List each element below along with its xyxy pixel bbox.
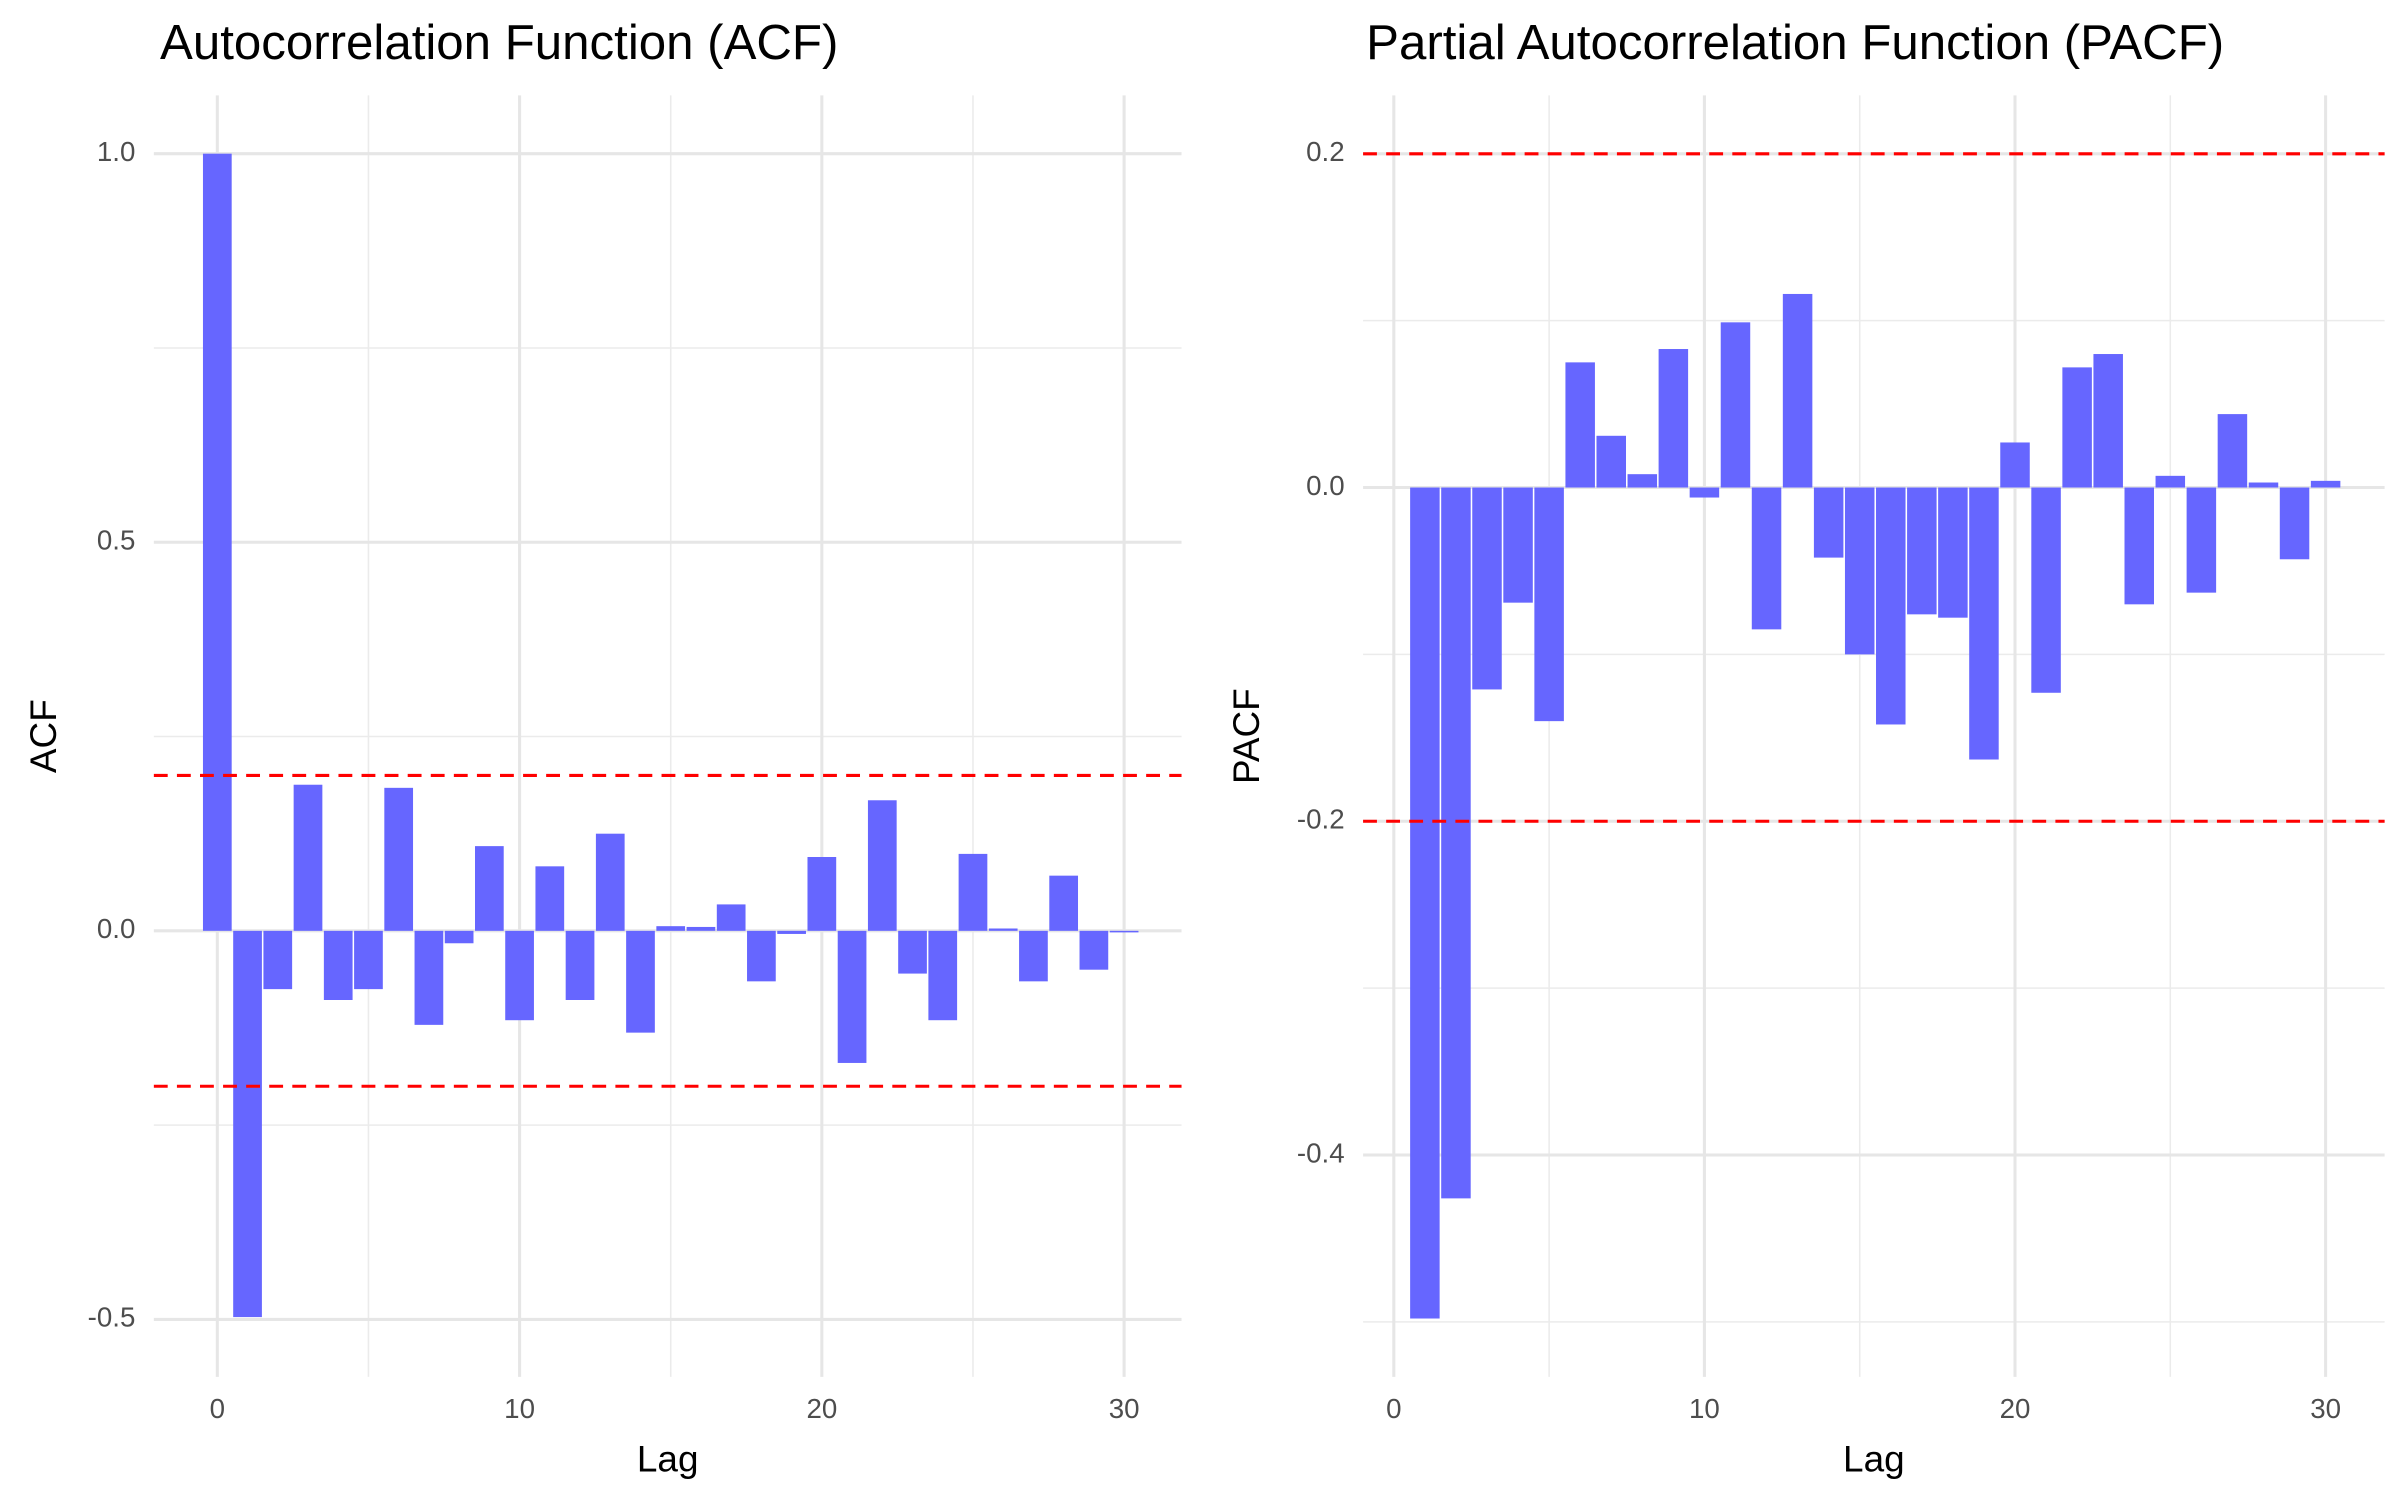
x-tick-label: 20 — [2000, 1393, 2031, 1424]
x-tick-label: 30 — [2310, 1393, 2341, 1424]
y-tick-label: -0.2 — [1297, 804, 1345, 835]
bar — [1844, 487, 1875, 655]
bar — [384, 787, 414, 931]
bar — [444, 930, 474, 944]
bar — [1441, 487, 1471, 1199]
bar — [1720, 322, 1751, 488]
bar — [2000, 442, 2030, 488]
bar — [263, 930, 293, 990]
bar — [1658, 349, 1689, 488]
bar — [2124, 487, 2155, 605]
bar — [2279, 487, 2310, 560]
bar — [716, 904, 746, 931]
bar — [2248, 482, 2279, 488]
x-tick-label: 30 — [1109, 1393, 1140, 1424]
bar — [354, 930, 383, 990]
x-tick-label: 10 — [1689, 1393, 1720, 1424]
bar — [1565, 362, 1595, 488]
bar — [777, 930, 806, 934]
bar — [1907, 487, 1937, 615]
bar — [686, 926, 716, 931]
bar — [475, 846, 504, 931]
bar — [535, 866, 565, 931]
bar — [656, 926, 686, 931]
bar — [807, 857, 837, 931]
bar — [2186, 487, 2217, 593]
bar — [1472, 487, 1502, 690]
x-tick-label: 10 — [504, 1393, 535, 1424]
bar — [2217, 414, 2248, 488]
bar — [988, 928, 1018, 931]
chart-title: Autocorrelation Function (ACF) — [160, 15, 838, 70]
bar — [1019, 930, 1048, 982]
bar — [233, 930, 262, 1318]
y-axis-label: ACF — [23, 699, 64, 773]
bar — [2062, 367, 2092, 488]
bar — [626, 930, 655, 1033]
bar — [2093, 354, 2123, 488]
chart-title: Partial Autocorrelation Function (PACF) — [1366, 15, 2224, 70]
bar — [293, 784, 323, 931]
bar — [1079, 930, 1109, 970]
bar — [1627, 474, 1658, 488]
bar — [867, 800, 897, 931]
y-tick-label: 1.0 — [97, 136, 135, 167]
x-axis-label: Lag — [1843, 1438, 1905, 1479]
y-tick-label: 0.0 — [1306, 470, 1345, 501]
bar — [414, 930, 444, 1025]
y-axis-label: PACF — [1226, 688, 1267, 784]
bar — [595, 833, 625, 931]
bar — [1876, 487, 1906, 725]
bar — [202, 153, 232, 931]
bar — [565, 930, 595, 1000]
bar — [928, 930, 958, 1021]
bar — [1410, 487, 1440, 1319]
bar — [2155, 475, 2186, 488]
bar — [1503, 487, 1533, 603]
bar — [1689, 487, 1720, 498]
bar — [837, 930, 867, 1063]
y-tick-label: 0.0 — [97, 913, 135, 944]
bar — [958, 853, 988, 931]
bar — [1109, 930, 1139, 933]
bar — [1938, 487, 1968, 618]
y-tick-label: -0.4 — [1297, 1137, 1345, 1168]
bar — [1969, 487, 1999, 760]
bar — [1813, 487, 1844, 558]
x-tick-label: 0 — [1386, 1393, 1401, 1424]
bar — [2310, 480, 2341, 488]
bar — [323, 930, 353, 1000]
bar — [1596, 435, 1626, 488]
bar — [505, 930, 534, 1021]
bar — [1782, 293, 1813, 488]
bar — [1049, 875, 1079, 931]
x-axis-label: Lag — [637, 1438, 699, 1479]
bar — [1751, 487, 1782, 630]
y-tick-label: 0.2 — [1306, 136, 1345, 167]
bar — [2031, 487, 2061, 693]
bar — [747, 930, 776, 982]
x-tick-label: 0 — [210, 1393, 225, 1424]
bar — [1534, 487, 1564, 722]
y-tick-label: -0.5 — [88, 1302, 136, 1333]
x-tick-label: 20 — [806, 1393, 837, 1424]
y-tick-label: 0.5 — [97, 525, 135, 556]
bar — [898, 930, 927, 974]
